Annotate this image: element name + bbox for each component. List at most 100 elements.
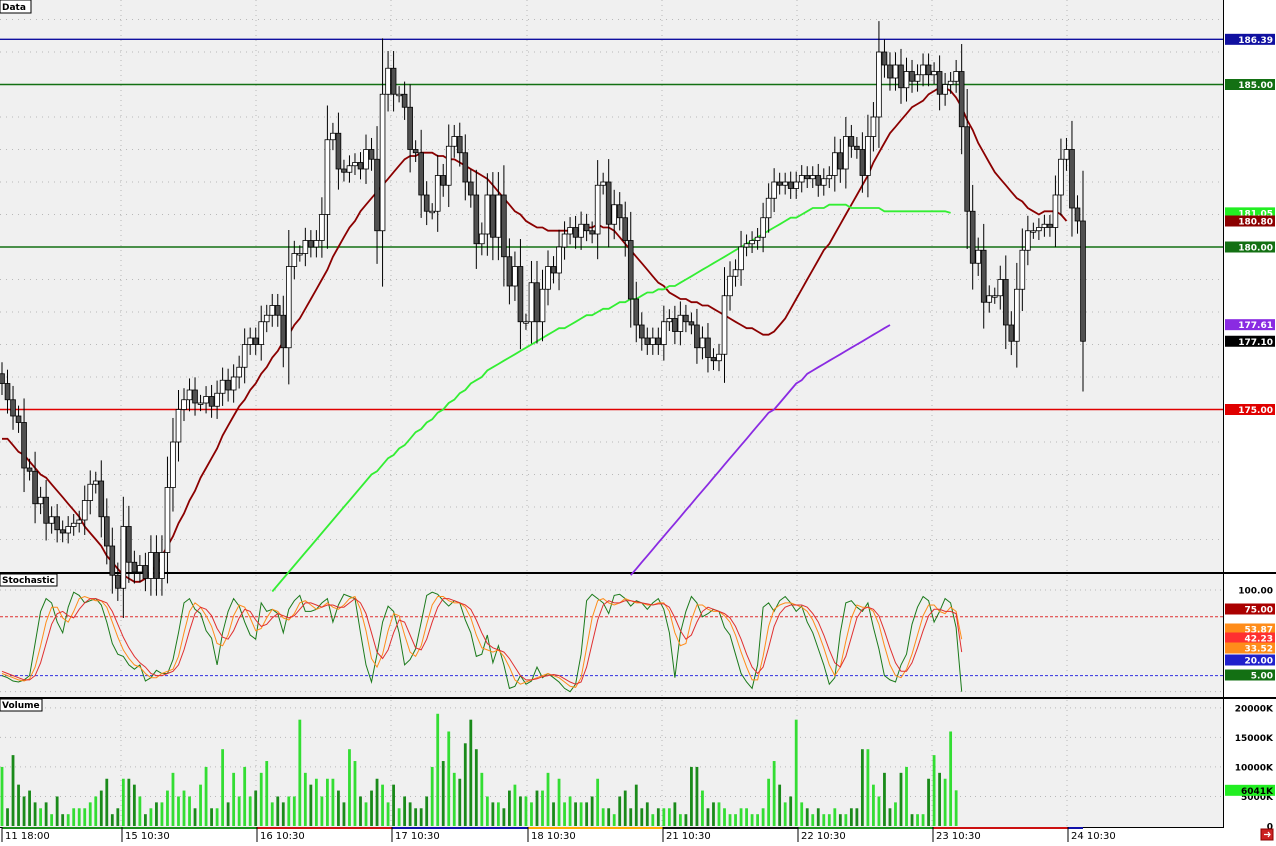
candle-body: [594, 184, 601, 235]
candle-body: [65, 526, 71, 534]
candle-body: [539, 288, 546, 323]
price-tag: 181.05: [1238, 209, 1273, 219]
candle-body: [787, 181, 794, 189]
volume-bar: [508, 790, 511, 826]
volume-bar: [579, 802, 583, 826]
volume-bar: [392, 784, 395, 826]
candlestick-series: [0, 21, 1086, 618]
candle-body: [793, 181, 800, 189]
volume-bar: [860, 749, 864, 826]
candle-body: [280, 314, 287, 349]
volume-bar: [590, 796, 594, 826]
volume-panel-label[interactable]: Volume: [0, 698, 43, 712]
volume-bar: [618, 796, 622, 826]
time-label: 17 10:30: [395, 831, 440, 842]
candle-body: [484, 194, 491, 235]
stochastic-tag: 33.52: [1245, 645, 1273, 655]
session-bar: [528, 827, 663, 829]
stochastic-tag: 20.00: [1245, 657, 1273, 667]
candle-body: [1008, 324, 1015, 342]
volume-bar: [684, 814, 688, 826]
volume-bar: [337, 790, 340, 826]
volume-bar: [314, 778, 318, 826]
candle-body: [931, 71, 937, 76]
volume-bar: [513, 784, 517, 826]
volume-bar: [767, 778, 771, 826]
volume-bar: [899, 772, 903, 826]
volume-bar: [171, 772, 175, 826]
candle-body: [616, 204, 623, 219]
volume-bar: [430, 766, 434, 826]
session-bar: [257, 827, 392, 829]
stochastic-panel-label[interactable]: Stochastic: [0, 573, 58, 587]
volume-bar: [905, 766, 908, 826]
stochastic-series: [0, 591, 1223, 693]
volume-bar: [88, 802, 92, 826]
volume-bar: [298, 719, 302, 826]
volume-bar: [386, 802, 390, 826]
volume-bar: [502, 808, 506, 826]
candle-body: [451, 136, 458, 147]
volume-bar: [954, 790, 958, 826]
volume-bar: [11, 755, 15, 826]
volume-bar: [844, 814, 848, 826]
candle-body: [859, 149, 866, 176]
candle-body: [10, 399, 16, 417]
candle-body: [765, 197, 772, 219]
volume-bar: [557, 778, 561, 826]
volume-bar: [695, 766, 699, 826]
candle-body: [385, 67, 391, 95]
candle-body: [710, 357, 717, 362]
candle-body: [683, 314, 689, 323]
candle-body: [297, 253, 303, 256]
candle-body: [32, 470, 38, 505]
volume-bar: [623, 790, 627, 826]
volume-bar: [177, 796, 180, 826]
volume-bar: [849, 808, 853, 826]
candle-body: [230, 376, 237, 391]
stochastic-tag: 42.23: [1245, 635, 1273, 645]
volume-bar: [469, 719, 473, 826]
volume-bar: [342, 802, 346, 826]
volume-bar: [894, 802, 897, 826]
volume-bar: [838, 814, 842, 826]
volume-bar: [221, 749, 225, 826]
volume-bar: [723, 808, 726, 826]
scroll-right-button[interactable]: [1260, 828, 1274, 841]
volume-bar: [436, 713, 440, 826]
candle-body: [495, 194, 502, 238]
candle-body: [208, 396, 215, 407]
candle-body: [225, 379, 231, 391]
volume-bar: [574, 802, 577, 826]
volume-bar: [403, 796, 407, 826]
candle-body: [804, 175, 811, 180]
volume-bar: [678, 814, 682, 826]
volume-bar: [794, 719, 798, 826]
time-label: 23 10:30: [936, 831, 981, 842]
price-panel-label[interactable]: Data: [0, 0, 32, 14]
volume-bar: [463, 743, 467, 826]
volume-bar: [717, 802, 721, 826]
candle-body: [81, 500, 88, 521]
volume-bar: [143, 814, 147, 826]
candle-body: [506, 256, 513, 287]
volume-bar: [811, 814, 815, 826]
volume-bar: [105, 778, 109, 826]
candle-body: [374, 158, 380, 232]
candle-body: [633, 298, 640, 326]
time-label: 21 10:30: [666, 831, 711, 842]
volume-bar: [546, 772, 550, 826]
volume-bar: [44, 802, 48, 826]
stochastic-tag: 53.87: [1245, 626, 1273, 636]
candle-body: [716, 353, 722, 362]
candle-body: [1014, 288, 1020, 342]
candle-body: [705, 337, 711, 358]
candle-body: [627, 240, 634, 300]
volume-bar: [701, 790, 704, 826]
volume-bar: [83, 808, 87, 826]
candle-body: [4, 383, 11, 401]
candle-body: [186, 389, 193, 401]
volume-bar: [474, 749, 478, 826]
candle-body: [181, 399, 187, 410]
candle-body: [103, 516, 110, 547]
